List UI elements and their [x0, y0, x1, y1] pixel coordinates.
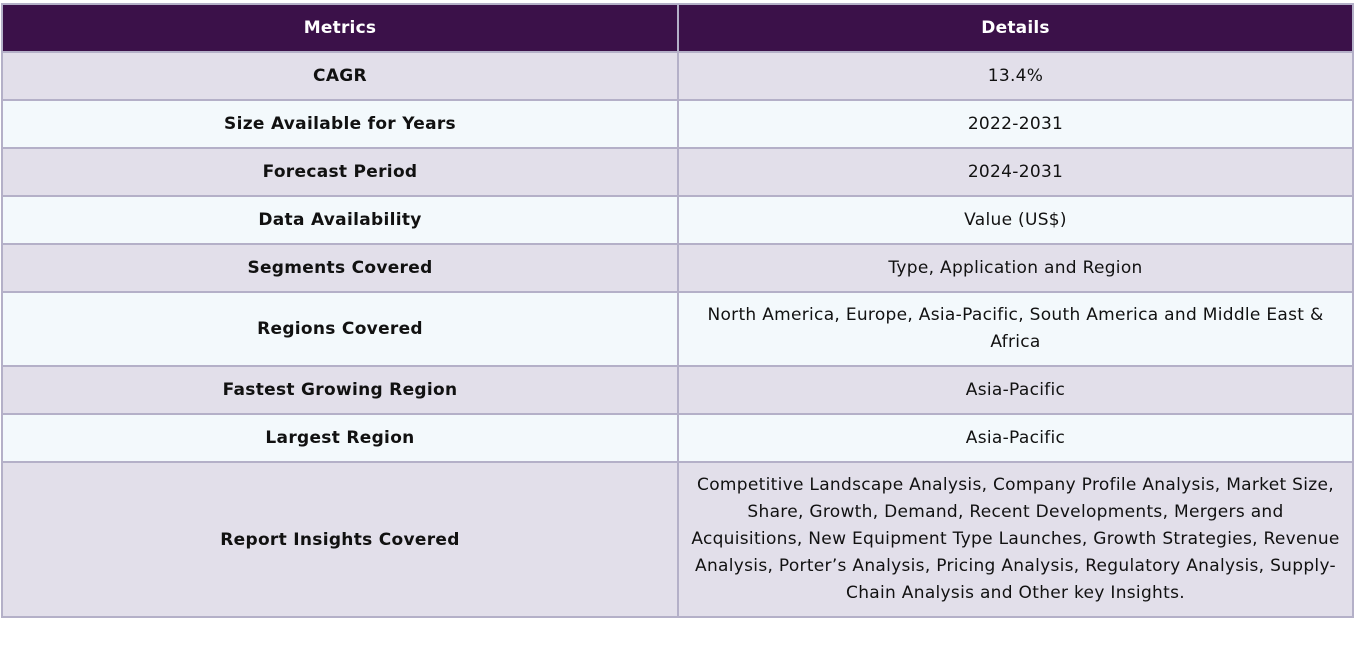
- details-cell: Asia-Pacific: [677, 413, 1354, 463]
- table-row-largest-region: Largest Region Asia-Pacific: [1, 413, 1354, 463]
- details-cell: Competitive Landscape Analysis, Company …: [677, 461, 1354, 618]
- metric-cell: Forecast Period: [1, 147, 679, 197]
- table-row-size-years: Size Available for Years 2022-2031: [1, 99, 1354, 149]
- table-header: Metrics Details: [1, 3, 1354, 53]
- details-cell: Type, Application and Region: [677, 243, 1354, 293]
- table-body: CAGR 13.4% Size Available for Years 2022…: [1, 51, 1354, 618]
- metric-cell: Fastest Growing Region: [1, 365, 679, 415]
- table-row-forecast-period: Forecast Period 2024-2031: [1, 147, 1354, 197]
- report-metrics-table: Metrics Details CAGR 13.4% Size Availabl…: [1, 3, 1354, 618]
- table-row-segments-covered: Segments Covered Type, Application and R…: [1, 243, 1354, 293]
- details-cell: 13.4%: [677, 51, 1354, 101]
- details-cell: 2024-2031: [677, 147, 1354, 197]
- table-row-report-insights: Report Insights Covered Competitive Land…: [1, 461, 1354, 618]
- header-row: Metrics Details: [1, 3, 1354, 53]
- metric-cell: CAGR: [1, 51, 679, 101]
- metric-cell: Segments Covered: [1, 243, 679, 293]
- table-row-fastest-growing-region: Fastest Growing Region Asia-Pacific: [1, 365, 1354, 415]
- table-row-regions-covered: Regions Covered North America, Europe, A…: [1, 291, 1354, 367]
- table-row-cagr: CAGR 13.4%: [1, 51, 1354, 101]
- table-row-data-availability: Data Availability Value (US$): [1, 195, 1354, 245]
- details-cell: 2022-2031: [677, 99, 1354, 149]
- details-cell: Asia-Pacific: [677, 365, 1354, 415]
- details-cell: North America, Europe, Asia-Pacific, Sou…: [677, 291, 1354, 367]
- metric-cell: Largest Region: [1, 413, 679, 463]
- details-column-header: Details: [677, 3, 1354, 53]
- metric-cell: Regions Covered: [1, 291, 679, 367]
- metric-cell: Size Available for Years: [1, 99, 679, 149]
- details-cell: Value (US$): [677, 195, 1354, 245]
- metrics-column-header: Metrics: [1, 3, 679, 53]
- metric-cell: Report Insights Covered: [1, 461, 679, 618]
- metric-cell: Data Availability: [1, 195, 679, 245]
